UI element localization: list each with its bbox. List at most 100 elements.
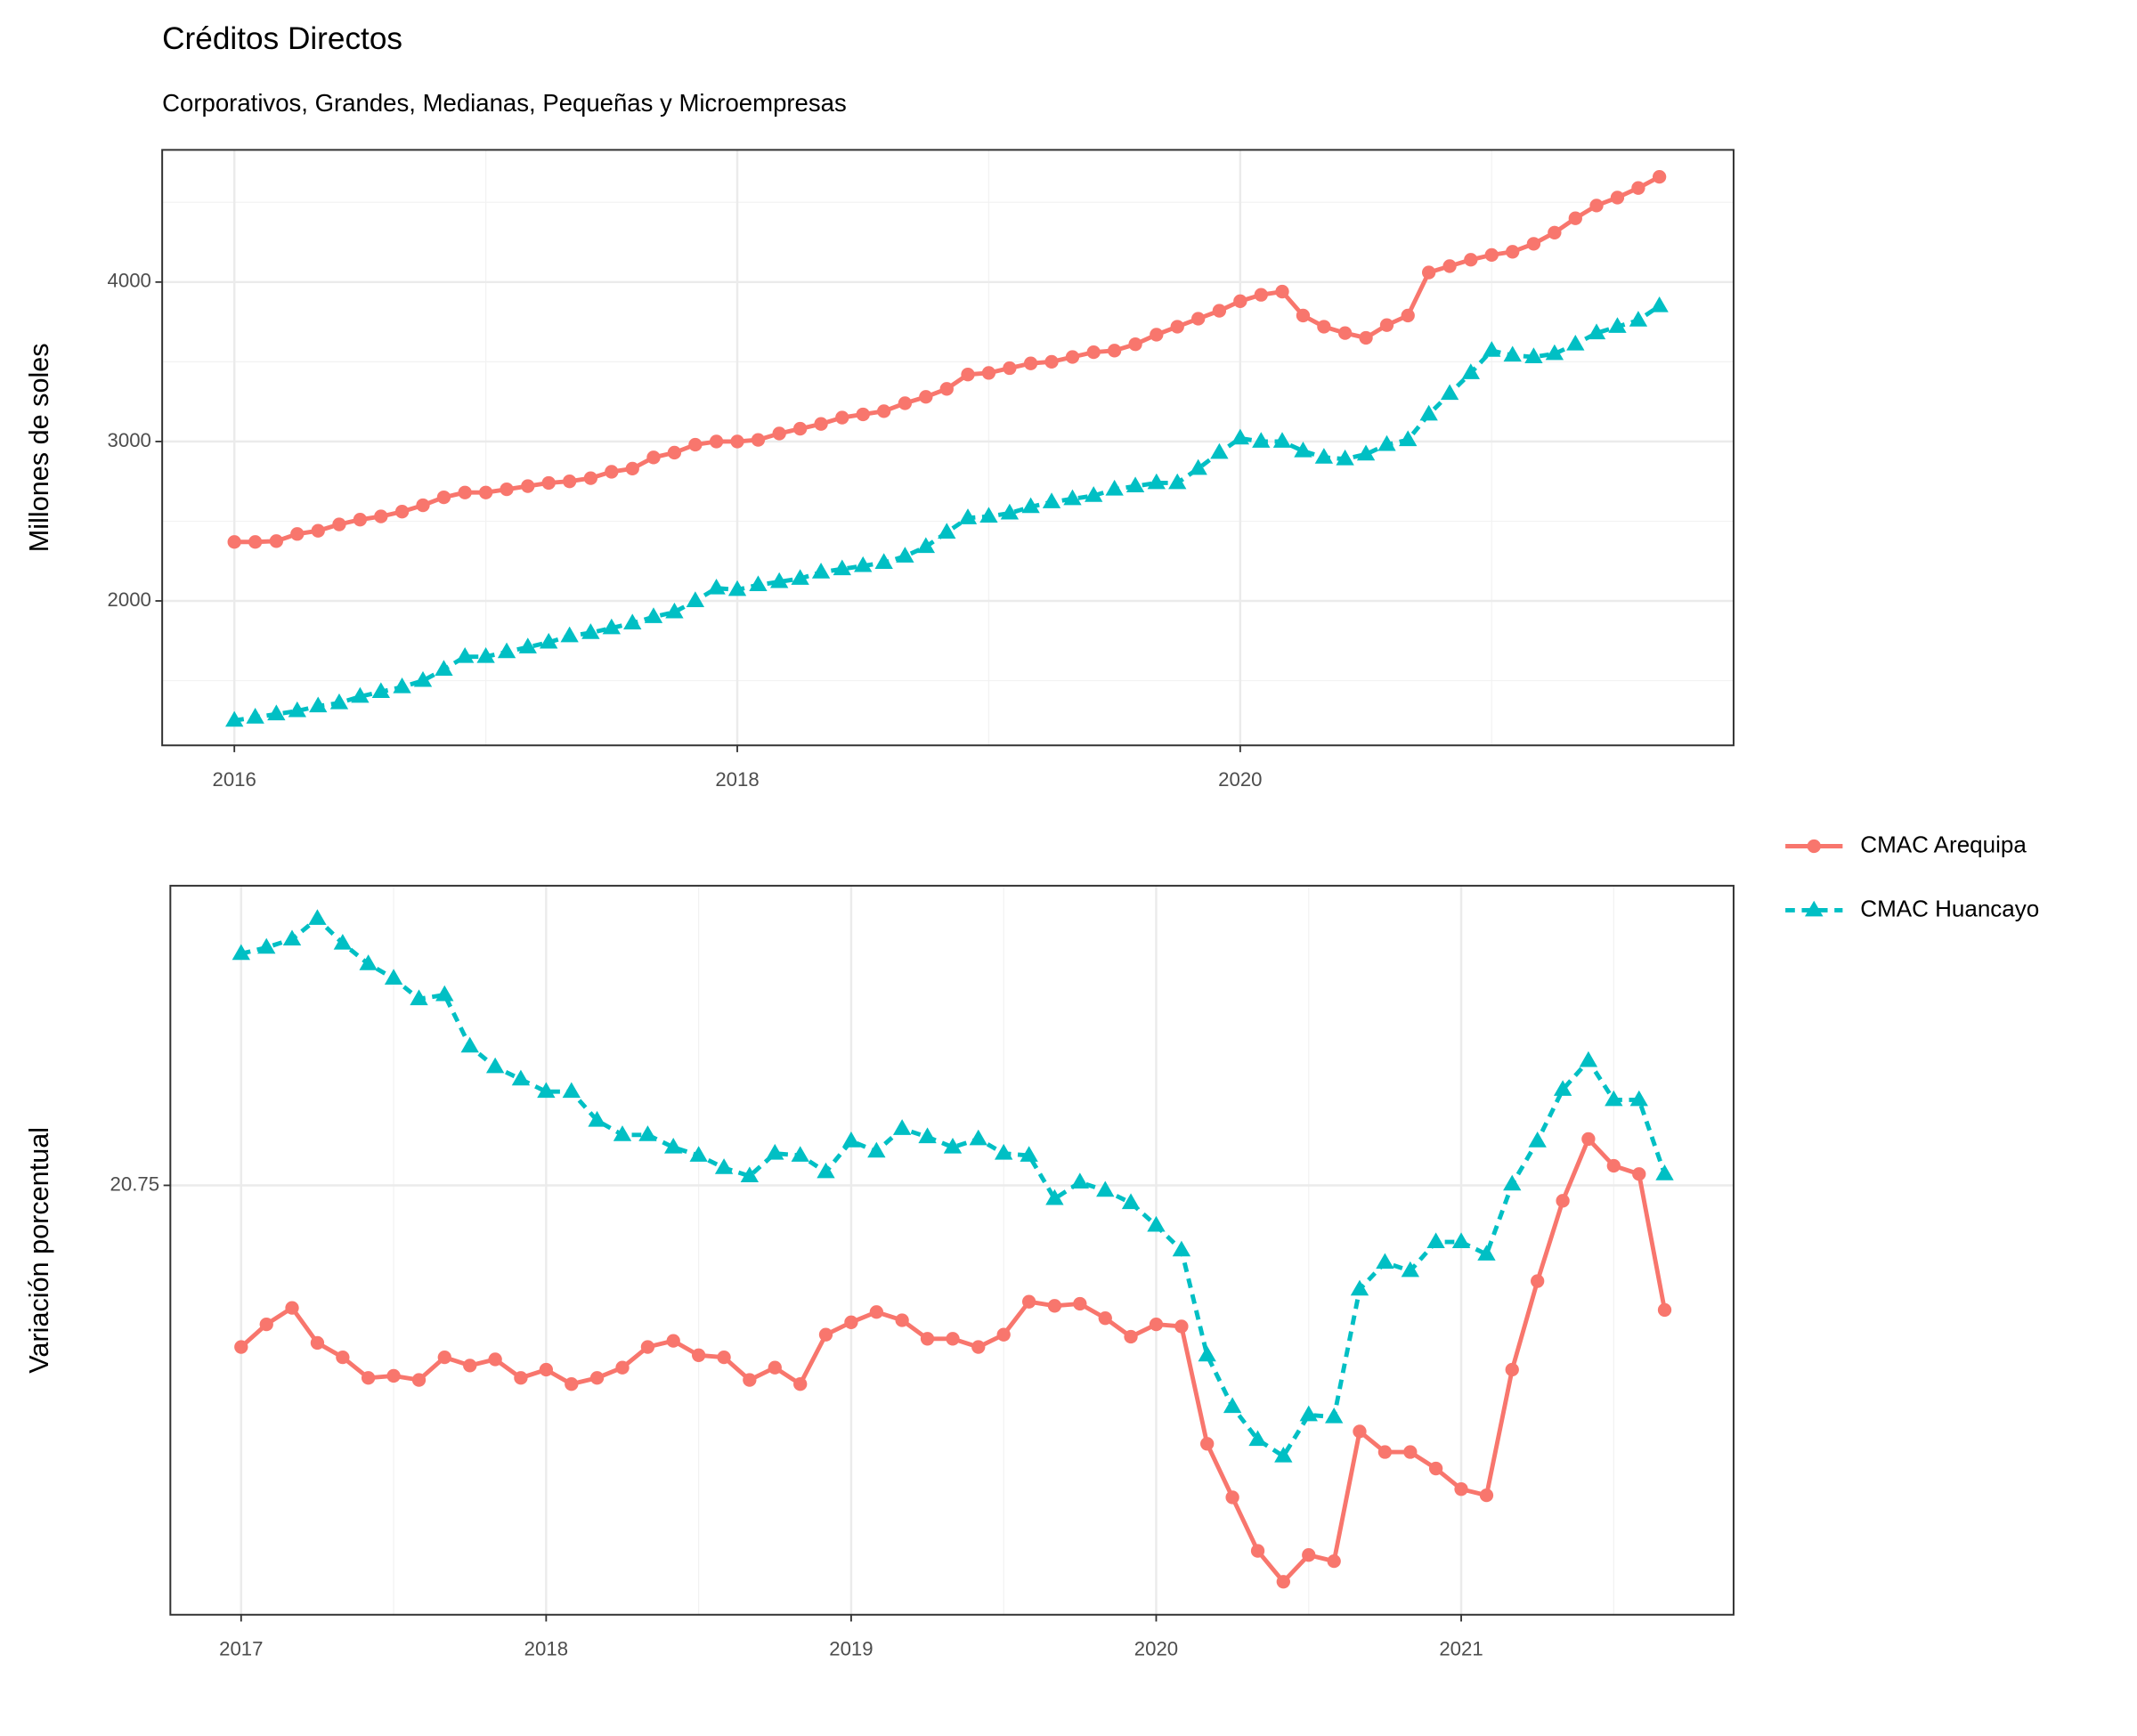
panel-background: [170, 885, 1734, 1615]
point: [1174, 1319, 1189, 1334]
point: [1107, 344, 1122, 358]
point: [1223, 1397, 1242, 1414]
point: [1252, 432, 1271, 448]
point: [333, 933, 353, 950]
legend-marker: [1804, 900, 1824, 917]
point: [1172, 1240, 1191, 1257]
point: [1125, 476, 1145, 493]
point: [371, 682, 391, 699]
point: [1003, 361, 1017, 376]
point: [1085, 486, 1103, 502]
point: [1566, 334, 1585, 351]
point: [1124, 1329, 1138, 1344]
point: [1503, 1174, 1522, 1191]
point: [336, 1350, 350, 1365]
point: [436, 490, 451, 505]
point: [995, 1143, 1013, 1160]
point: [1296, 308, 1311, 323]
chart-subtitle: Corporativos, Grandes, Medianas, Pequeña…: [162, 89, 847, 117]
point: [257, 937, 276, 954]
point: [518, 637, 537, 653]
point: [1531, 1274, 1545, 1288]
point: [1210, 442, 1229, 459]
legend-marker: [1807, 839, 1821, 854]
point: [717, 1350, 731, 1365]
point: [665, 602, 684, 619]
point: [1581, 1132, 1596, 1147]
point: [1272, 432, 1292, 448]
point: [898, 396, 913, 410]
point: [640, 1340, 655, 1354]
point: [1655, 1164, 1674, 1180]
point: [892, 1119, 912, 1135]
point: [288, 701, 306, 718]
point: [1568, 211, 1582, 225]
point: [308, 909, 327, 925]
point: [386, 1368, 401, 1383]
point: [1248, 1430, 1267, 1447]
y-axis-title: Millones de soles: [24, 343, 54, 552]
point: [686, 591, 705, 607]
point: [751, 433, 766, 447]
point: [1545, 344, 1564, 361]
point: [384, 969, 403, 985]
point: [310, 1335, 325, 1351]
point: [727, 580, 747, 596]
point: [613, 1125, 632, 1141]
point: [1479, 1488, 1494, 1503]
point: [833, 559, 851, 576]
point: [1000, 503, 1020, 520]
point: [1632, 1167, 1646, 1181]
point: [560, 626, 579, 643]
point: [1147, 1215, 1166, 1232]
point: [583, 471, 598, 485]
point: [285, 1301, 299, 1315]
point: [1065, 350, 1080, 364]
point: [707, 578, 726, 595]
point: [1426, 1232, 1445, 1249]
point: [602, 618, 621, 635]
point: [1121, 1193, 1141, 1210]
point: [1422, 265, 1436, 280]
point: [896, 547, 914, 563]
point: [511, 1069, 531, 1086]
panel-border: [161, 149, 1735, 747]
point: [1606, 1158, 1621, 1173]
y-tick-label: 20.75: [110, 1172, 160, 1195]
point: [1548, 225, 1562, 239]
chart-title: Créditos Directos: [162, 21, 402, 56]
point: [1377, 1445, 1393, 1459]
point: [1608, 317, 1627, 333]
x-tick-label: 2019: [829, 1637, 873, 1659]
point: [1556, 1194, 1570, 1208]
point: [1377, 434, 1396, 451]
point: [485, 1057, 505, 1074]
point: [588, 1110, 606, 1127]
point: [267, 704, 286, 721]
point: [476, 646, 495, 663]
point: [416, 498, 430, 513]
point: [770, 572, 789, 588]
point: [1399, 430, 1418, 447]
point: [916, 537, 936, 554]
point: [664, 1137, 683, 1154]
point: [1150, 328, 1164, 342]
point: [1419, 404, 1438, 421]
point: [1170, 320, 1184, 334]
point: [1070, 1172, 1090, 1188]
point: [1168, 473, 1187, 490]
legend-label: CMAC Arequipa: [1860, 831, 2027, 857]
point: [1483, 341, 1501, 357]
point: [791, 569, 809, 585]
point: [1464, 253, 1478, 267]
panel-background: [162, 150, 1734, 746]
point: [437, 1350, 451, 1365]
point: [1454, 1482, 1468, 1497]
point: [1629, 1090, 1648, 1107]
point: [1401, 308, 1415, 323]
point: [1042, 492, 1061, 508]
point: [766, 1143, 784, 1160]
point: [537, 1082, 556, 1099]
